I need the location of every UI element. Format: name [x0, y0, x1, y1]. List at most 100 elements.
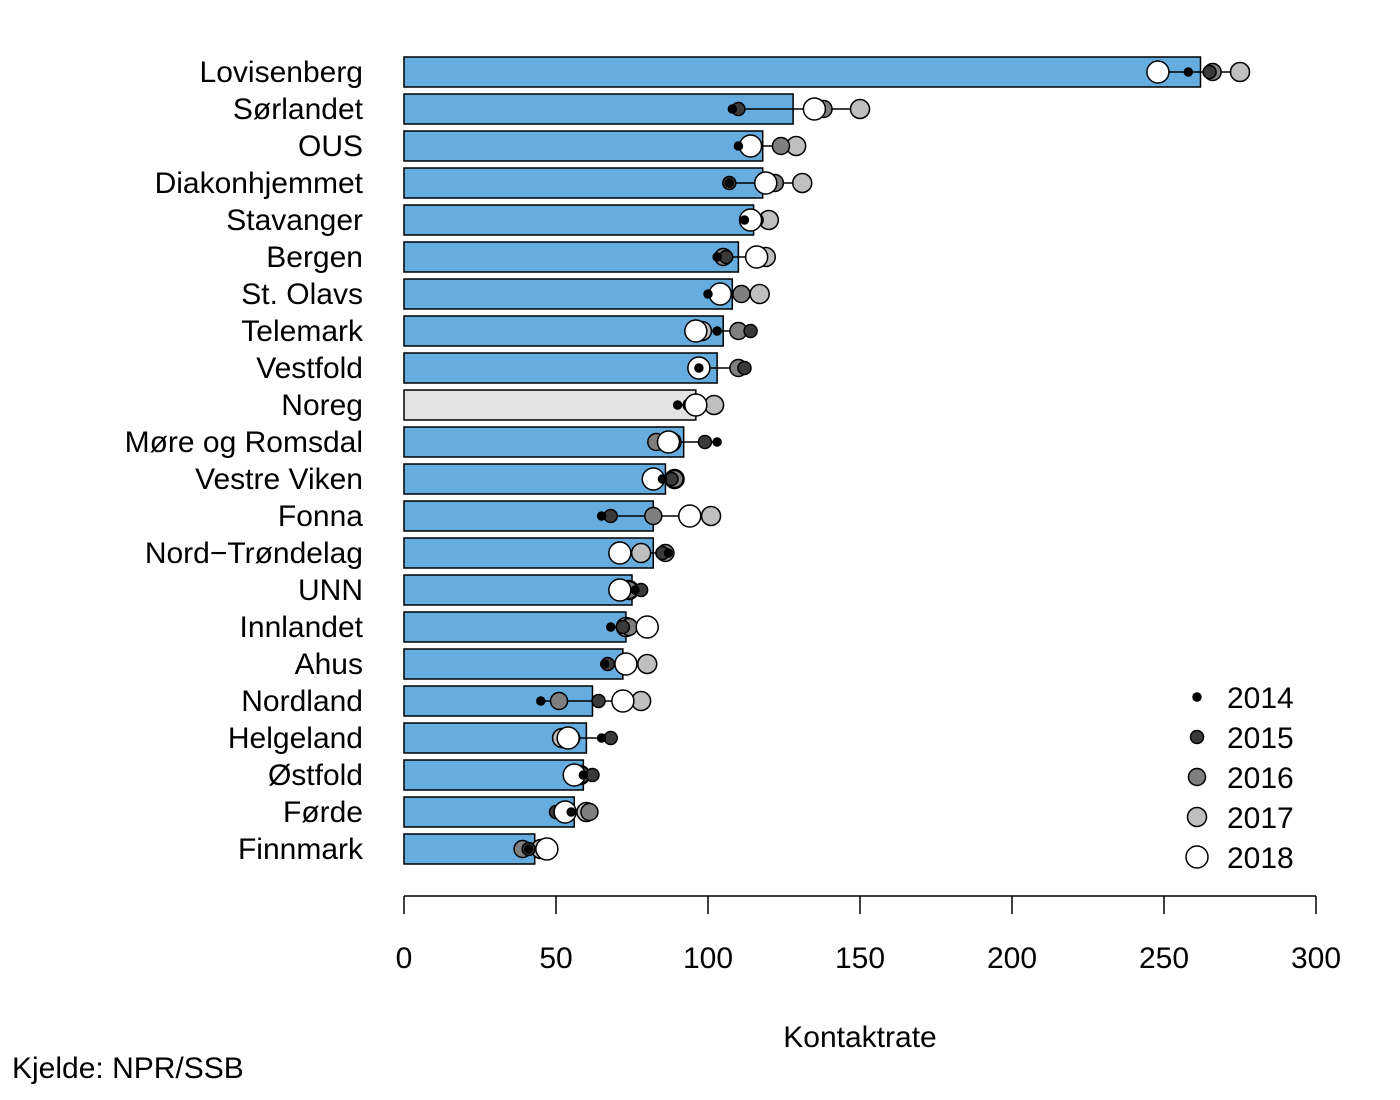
point-nordland-2014: [536, 696, 546, 706]
category-label-diakonhjemmet: Diakonhjemmet: [155, 167, 364, 200]
point-forde-2016: [580, 802, 599, 822]
category-label-nord-trondelag: Nord−Trøndelag: [145, 537, 363, 570]
point-noreg-2014: [672, 400, 683, 410]
bar-stavanger: [403, 204, 755, 236]
category-label-fonna: Fonna: [278, 500, 363, 533]
legend-label-2018: 2018: [1227, 842, 1294, 875]
category-label-telemark: Telemark: [241, 315, 364, 348]
point-ahus-2014: [599, 659, 610, 669]
point-telemark-2014: [712, 326, 722, 336]
category-label-ahus: Ahus: [295, 648, 363, 681]
category-labels: Lovisenberg Sørlandet OUS Diakonhjemmet Stav…: [125, 56, 364, 866]
point-forde-2018: [553, 800, 577, 824]
bar-finnmark: [403, 833, 536, 865]
point-bergen-2014: [712, 252, 722, 262]
point-sorlandet-2017: [849, 98, 871, 120]
point-helgeland-2014: [596, 733, 607, 743]
point-unn-2014: [630, 585, 640, 595]
point-sorlandet-2014: [727, 104, 738, 114]
x-axis: 0 50 100 150 200 250 300: [396, 895, 1341, 975]
legend-marker-2017: [1186, 806, 1208, 828]
x-tick-label-100: 100: [683, 942, 733, 975]
category-label-innlandet: Innlandet: [240, 611, 364, 644]
category-label-sorlandet: Sørlandet: [233, 93, 364, 126]
legend-marker-2016: [1187, 767, 1207, 787]
point-ahus-2018: [614, 652, 638, 676]
point-lovisenberg-2017: [1229, 61, 1251, 83]
point-lovisenberg-2018: [1146, 60, 1170, 84]
legend-label-2016: 2016: [1227, 762, 1294, 795]
point-sorlandet-2018: [802, 97, 827, 121]
point-st-olavs-2017: [749, 283, 770, 305]
bar-forde: [403, 796, 575, 828]
legend-label-2017: 2017: [1227, 802, 1294, 835]
category-label-bergen: Bergen: [266, 241, 363, 274]
point-stavanger-2014: [739, 215, 750, 225]
point-st-olavs-2014: [703, 289, 713, 299]
point-more-og-romsdal-2018: [656, 430, 681, 454]
point-telemark-2018: [684, 319, 708, 343]
point-innlandet-2014: [605, 622, 616, 632]
point-nord-trondelag-2018: [608, 541, 632, 565]
point-helgeland-2018: [556, 726, 580, 750]
legend: 2014 2015 2016 2017 2018: [1185, 682, 1294, 875]
category-label-lovisenberg: Lovisenberg: [200, 56, 363, 89]
point-fonna-2014: [596, 511, 607, 521]
category-label-vestfold: Vestfold: [256, 352, 363, 385]
point-innlandet-2015: [615, 619, 631, 635]
legend-label-2015: 2015: [1227, 722, 1294, 755]
bar-ous: [403, 130, 764, 162]
bar-vestre-viken: [403, 463, 667, 495]
point-unn-2018: [608, 578, 632, 602]
bar-ostfold: [403, 759, 585, 791]
point-more-og-romsdal-2015: [697, 434, 713, 450]
point-ahus-2017: [636, 653, 658, 675]
point-nordland-2016: [549, 691, 569, 711]
point-forde-2014: [566, 807, 576, 817]
point-finnmark-2014: [523, 844, 534, 854]
point-lovisenberg-2014: [1183, 67, 1194, 77]
point-ostfold-2014: [578, 770, 589, 780]
bar-vestfold: [403, 352, 718, 384]
point-innlandet-2018: [635, 615, 659, 639]
point-nord-trondelag-2014: [663, 548, 674, 558]
x-tick-label-250: 250: [1139, 942, 1189, 975]
bar-noreg: [403, 389, 697, 421]
legend-label-2014: 2014: [1227, 682, 1294, 715]
category-label-unn: UNN: [298, 574, 363, 607]
point-bergen-2018: [744, 245, 769, 269]
point-vestre-viken-2014: [657, 474, 668, 484]
point-ous-2014: [733, 141, 744, 151]
point-fonna-2017: [700, 505, 722, 527]
x-tick-label-200: 200: [987, 942, 1037, 975]
category-label-st-olavs: St. Olavs: [241, 278, 363, 311]
point-diakonhjemmet-2014: [724, 178, 735, 188]
category-label-nordland: Nordland: [241, 685, 363, 718]
bar-lovisenberg: [403, 56, 1202, 88]
category-label-forde: Førde: [283, 796, 363, 829]
point-finnmark-2018: [535, 837, 559, 861]
legend-marker-2014: [1192, 692, 1202, 702]
x-tick-label-300: 300: [1291, 942, 1341, 975]
bars-layer: [403, 56, 1202, 865]
x-axis-label: Kontaktrate: [783, 1021, 936, 1054]
bar-innlandet: [403, 611, 627, 643]
point-st-olavs-2016: [732, 284, 751, 304]
legend-marker-2015: [1189, 729, 1205, 745]
category-label-more-og-romsdal: Møre og Romsdal: [125, 426, 363, 459]
point-fonna-2018: [678, 504, 702, 528]
bar-bergen: [403, 241, 740, 273]
category-label-helgeland: Helgeland: [228, 722, 363, 755]
point-nordland-2018: [611, 689, 635, 713]
category-label-finnmark: Finnmark: [238, 833, 364, 866]
bar-unn: [403, 574, 633, 606]
source-note: Kjelde: NPR/SSB: [12, 1052, 244, 1085]
bar-st-olavs: [403, 278, 734, 310]
point-fonna-2016: [644, 506, 663, 526]
category-label-ostfold: Østfold: [268, 759, 363, 792]
point-diakonhjemmet-2018: [754, 171, 778, 195]
bar-ahus: [403, 648, 624, 680]
x-tick-label-150: 150: [835, 942, 885, 975]
point-diakonhjemmet-2017: [791, 172, 813, 194]
